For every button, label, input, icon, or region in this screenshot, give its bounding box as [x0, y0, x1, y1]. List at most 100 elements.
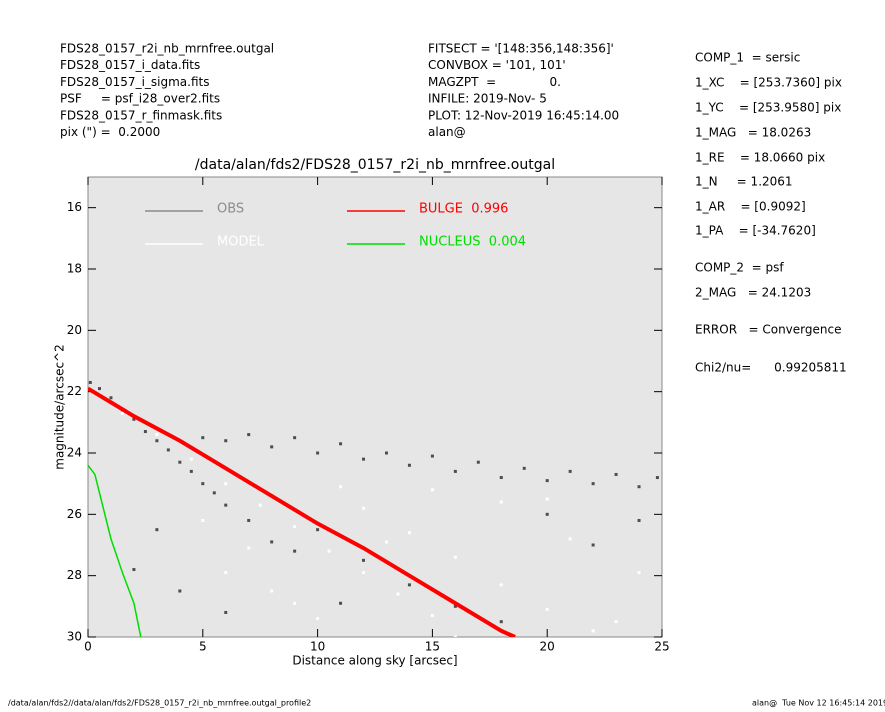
x-tick-label: 0	[84, 640, 92, 654]
data-point	[545, 607, 549, 611]
header-left-line: FDS28_0157_i_data.fits	[60, 58, 200, 72]
data-point	[97, 387, 101, 391]
data-point	[155, 528, 159, 532]
data-point	[224, 482, 228, 486]
data-point	[499, 583, 503, 587]
y-tick-label: 18	[67, 262, 82, 276]
data-point	[339, 442, 343, 446]
data-point	[499, 500, 503, 504]
profile-line	[88, 464, 142, 637]
data-point	[258, 503, 262, 507]
data-point	[224, 503, 228, 507]
header-left-line: FDS28_0157_r_finmask.fits	[60, 108, 222, 122]
header-middle-line: MAGZPT = 0.	[428, 75, 561, 89]
data-point	[270, 540, 274, 544]
header-left-line: PSF = psf_i28_over2.fits	[60, 92, 220, 106]
data-point	[132, 417, 136, 421]
y-tick-label: 24	[67, 446, 82, 460]
chart-title: /data/alan/fds2/FDS28_0157_r2i_nb_mrnfre…	[195, 157, 555, 173]
data-point	[293, 549, 297, 553]
y-tick-label: 22	[67, 384, 82, 398]
data-point	[109, 396, 113, 400]
legend-label: NUCLEUS 0.004	[419, 235, 526, 250]
data-point	[396, 592, 400, 596]
data-point	[316, 451, 320, 455]
data-point	[384, 540, 388, 544]
data-point	[591, 482, 595, 486]
data-point	[155, 439, 159, 443]
y-axis-label: magnitude/arcsec^2	[53, 344, 67, 470]
data-point	[201, 436, 205, 440]
fit-parameter: 2_MAG = 24.1203	[695, 286, 811, 300]
data-point	[407, 583, 411, 587]
data-point	[270, 445, 274, 449]
fit-parameter: 1_PA = [-34.7620]	[695, 224, 816, 238]
data-point	[430, 454, 434, 458]
data-point	[166, 448, 170, 452]
data-point	[637, 518, 641, 522]
header-left-line: FDS28_0157_r2i_nb_mrnfree.outgal	[60, 42, 274, 56]
data-point	[362, 571, 366, 575]
data-point	[143, 430, 147, 434]
x-axis-label: Distance along sky [arcsec]	[292, 654, 457, 668]
fit-parameter: COMP_1 = sersic	[695, 51, 800, 65]
fit-parameter: 1_RE = 18.0660 pix	[695, 151, 825, 165]
data-point	[293, 525, 297, 529]
data-point	[293, 601, 297, 605]
data-point	[591, 543, 595, 547]
data-point	[178, 589, 182, 593]
fit-parameter: COMP_2 = psf	[695, 261, 784, 275]
data-point	[88, 380, 92, 384]
x-tick-label: 10	[310, 640, 325, 654]
data-point	[476, 460, 480, 464]
data-point	[293, 436, 297, 440]
data-point	[189, 457, 193, 461]
header-middle-line: PLOT: 12-Nov-2019 16:45:14.00	[428, 108, 619, 122]
data-point	[270, 589, 274, 593]
header-middle-line: alan@	[428, 125, 466, 139]
legend-label: OBS	[217, 202, 244, 217]
data-point	[591, 629, 595, 633]
data-point	[132, 568, 136, 572]
plot-area	[87, 176, 663, 638]
data-point	[362, 506, 366, 510]
data-point	[568, 469, 572, 473]
fit-parameter: 1_XC = [253.7360] pix	[695, 76, 842, 90]
data-point	[155, 433, 159, 437]
data-point	[120, 411, 124, 415]
data-point	[339, 485, 343, 489]
x-tick-label: 20	[540, 640, 555, 654]
x-tick-label: 5	[199, 640, 207, 654]
data-point	[453, 469, 457, 473]
plot-marks	[88, 380, 659, 637]
header-middle-line: FITSECT = '[148:356,148:356]'	[428, 42, 614, 56]
header-left-line: pix (") = 0.2000	[60, 125, 160, 139]
profile-line	[88, 386, 516, 637]
fit-parameter: Chi2/nu= 0.99205811	[695, 361, 847, 375]
header-middle-line: CONVBOX = '101, 101'	[428, 58, 566, 72]
y-tick-label: 26	[67, 507, 82, 521]
data-point	[316, 617, 320, 621]
x-tick-label: 15	[425, 640, 440, 654]
data-point	[224, 610, 228, 614]
data-point	[247, 433, 251, 437]
data-point	[655, 476, 659, 480]
fit-parameter: 1_YC = [253.9580] pix	[695, 101, 841, 115]
data-point	[430, 614, 434, 618]
data-point	[224, 439, 228, 443]
x-tick-label: 25	[654, 640, 669, 654]
y-tick-label: 28	[67, 568, 82, 582]
data-point	[316, 528, 320, 532]
data-point	[637, 485, 641, 489]
fit-parameter: 1_AR = [0.9092]	[695, 200, 806, 214]
data-point	[407, 531, 411, 535]
data-point	[212, 491, 216, 495]
data-point	[499, 620, 503, 624]
data-point	[247, 518, 251, 522]
data-point	[339, 601, 343, 605]
y-tick-label: 30	[67, 630, 82, 644]
data-point	[453, 555, 457, 559]
data-point	[224, 571, 228, 575]
data-point	[568, 537, 572, 541]
data-point	[430, 488, 434, 492]
